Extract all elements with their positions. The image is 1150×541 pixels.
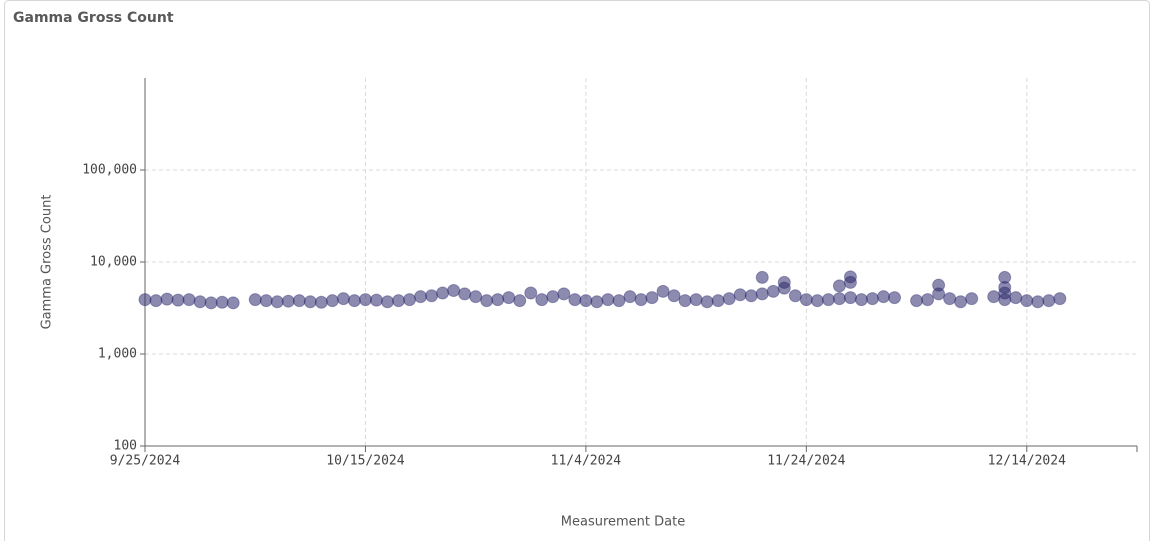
data-point [171, 293, 185, 307]
data-point [667, 289, 681, 303]
y-tick-label: 1,000 [98, 347, 137, 362]
data-point [987, 290, 1001, 304]
x-axis-label: Measurement Date [561, 515, 685, 530]
data-point [1009, 291, 1023, 305]
x-tick-label: 11/24/2024 [767, 454, 845, 469]
data-point [281, 294, 295, 308]
data-point [744, 289, 758, 303]
data-point [535, 293, 549, 307]
data-point [259, 294, 273, 308]
data-point [226, 296, 240, 310]
y-axis-label: Gamma Gross Count [40, 195, 55, 330]
data-point [447, 284, 461, 298]
data-point [777, 275, 791, 289]
data-point [612, 294, 626, 308]
data-point [1053, 292, 1067, 306]
data-point [502, 291, 516, 305]
data-point [832, 279, 846, 293]
data-point [138, 293, 152, 307]
data-point [1020, 294, 1034, 308]
data-point [182, 293, 196, 307]
data-point [480, 294, 494, 308]
data-point [436, 286, 450, 300]
data-point [821, 293, 835, 307]
data-point [832, 292, 846, 306]
data-point [1031, 295, 1045, 309]
data-point [888, 291, 902, 305]
data-point [656, 284, 670, 298]
data-point [557, 287, 571, 301]
data-point [645, 291, 659, 305]
data-point [755, 270, 769, 284]
data-point [292, 294, 306, 308]
data-point [546, 290, 560, 304]
data-point [336, 292, 350, 306]
data-point [458, 287, 472, 301]
data-point [524, 286, 538, 300]
y-tick-label: 10,000 [90, 255, 137, 270]
data-point [314, 295, 328, 309]
data-point [369, 293, 383, 307]
data-point [865, 292, 879, 306]
data-point [910, 294, 924, 308]
x-tick-label: 9/25/2024 [110, 454, 181, 469]
data-point [954, 295, 968, 309]
data-point [425, 289, 439, 303]
data-point [932, 278, 946, 292]
data-point [788, 289, 802, 303]
data-point [733, 288, 747, 302]
data-point [766, 284, 780, 298]
data-point [469, 290, 483, 304]
data-point [403, 293, 417, 307]
data-point [204, 296, 218, 310]
chart-title: Gamma Gross Count [13, 10, 174, 26]
data-point [358, 293, 372, 307]
data-point [1042, 294, 1056, 308]
data-point [843, 291, 857, 305]
data-point [491, 293, 505, 307]
data-point [854, 293, 868, 307]
data-point [711, 294, 725, 308]
x-tick-label: 11/4/2024 [551, 454, 622, 469]
x-tick-label: 10/15/2024 [326, 454, 404, 469]
data-point [965, 292, 979, 306]
data-point [921, 293, 935, 307]
data-point [998, 286, 1012, 300]
data-point [414, 290, 428, 304]
data-point [590, 295, 604, 309]
data-point [392, 294, 406, 308]
data-point [568, 293, 582, 307]
y-tick-label: 100 [114, 439, 137, 454]
data-point [601, 293, 615, 307]
data-point [799, 293, 813, 307]
data-point [149, 294, 163, 308]
data-point [623, 290, 637, 304]
data-point [810, 294, 824, 308]
data-point [193, 295, 207, 309]
data-point [380, 295, 394, 309]
data-point [160, 292, 174, 306]
y-tick-label: 100,000 [82, 163, 137, 178]
data-point [634, 293, 648, 307]
data-point [755, 287, 769, 301]
data-point [270, 295, 284, 309]
data-point [876, 290, 890, 304]
data-point [303, 295, 317, 309]
data-point [689, 293, 703, 307]
x-tick-label: 12/14/2024 [988, 454, 1066, 469]
data-point [215, 295, 229, 309]
data-point [722, 292, 736, 306]
data-point [943, 292, 957, 306]
data-point [678, 294, 692, 308]
data-point [248, 293, 262, 307]
data-point [700, 295, 714, 309]
data-point [843, 275, 857, 289]
data-point [513, 294, 527, 308]
data-point [325, 294, 339, 308]
data-point [579, 294, 593, 308]
data-point [347, 294, 361, 308]
